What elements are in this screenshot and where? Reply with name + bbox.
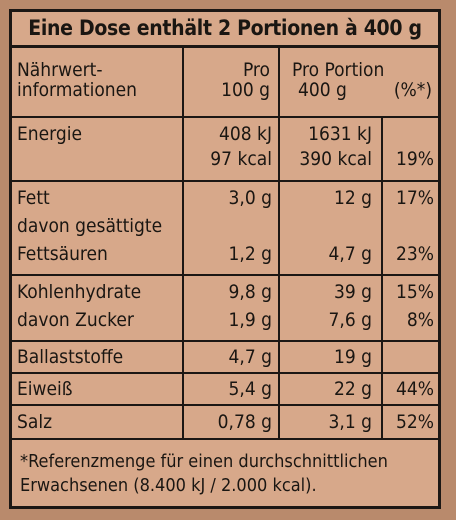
footnote: *Referenzmenge für einen durchschnittlic… xyxy=(20,450,434,498)
ballaststoffe-portion: 19 g xyxy=(333,346,372,368)
energie-100g-kj: 408 kJ xyxy=(219,123,272,145)
header-per-100g-line1: Pro xyxy=(242,59,270,81)
header-portion-size: 400 g xyxy=(298,79,347,101)
kohlenhydrate-portion: 39 g xyxy=(333,281,372,303)
header-per-portion: Pro Portion xyxy=(292,59,385,81)
row-label-zucker: davon Zucker xyxy=(17,309,134,331)
label-title: Eine Dose enthält 2 Portionen à 400 g xyxy=(12,12,438,48)
row-label-salz: Salz xyxy=(17,411,53,433)
footnote-line1: *Referenzmenge für einen durchschnittlic… xyxy=(20,451,388,472)
zucker-percent: 8% xyxy=(406,309,434,331)
eiweiss-100g: 5,4 g xyxy=(228,378,272,400)
fettsaeuren-100g: 1,2 g xyxy=(228,243,272,265)
column-divider xyxy=(182,48,184,440)
salz-percent: 52% xyxy=(396,411,434,433)
column-divider xyxy=(381,118,383,440)
row-label-eiweiss: Eiweiß xyxy=(17,378,73,400)
header-nutrient-line1: Nährwert- xyxy=(17,59,103,81)
eiweiss-percent: 44% xyxy=(396,378,434,400)
row-label-kohlenhydrate: Kohlenhydrate xyxy=(17,281,142,303)
row-label-fett: Fett xyxy=(17,187,50,209)
energie-100g-kcal: 97 kcal xyxy=(210,148,272,170)
energie-portion-kj: 1631 kJ xyxy=(308,123,372,145)
fett-100g: 3,0 g xyxy=(228,187,272,209)
kohlenhydrate-percent: 15% xyxy=(396,281,434,303)
zucker-100g: 1,9 g xyxy=(228,309,272,331)
header-percent: (%*) xyxy=(393,79,432,101)
energie-portion-kcal: 390 kcal xyxy=(299,148,372,170)
row-label-ballaststoffe: Ballaststoffe xyxy=(17,346,124,368)
row-label-fettsaeuren: Fettsäuren xyxy=(17,243,108,265)
row-label-energie: Energie xyxy=(17,123,82,145)
fett-portion: 12 g xyxy=(333,187,372,209)
zucker-portion: 7,6 g xyxy=(328,309,372,331)
ballaststoffe-100g: 4,7 g xyxy=(228,346,272,368)
row-divider xyxy=(12,340,438,342)
header-nutrient-line2: informationen xyxy=(17,79,137,101)
eiweiss-portion: 22 g xyxy=(333,378,372,400)
row-divider xyxy=(12,116,438,118)
header-per-100g-line2: 100 g xyxy=(221,79,270,101)
row-divider xyxy=(12,404,438,406)
header-nutrient: Nährwert- informationen xyxy=(17,60,137,100)
salz-portion: 3,1 g xyxy=(328,411,372,433)
column-divider xyxy=(278,48,280,440)
fett-percent: 17% xyxy=(396,187,434,209)
row-divider xyxy=(12,180,438,182)
nutrition-label: Eine Dose enthält 2 Portionen à 400 g Nä… xyxy=(9,9,441,509)
footnote-line2: Erwachsenen (8.400 kJ / 2.000 kcal). xyxy=(20,475,317,496)
kohlenhydrate-100g: 9,8 g xyxy=(228,281,272,303)
salz-100g: 0,78 g xyxy=(217,411,272,433)
row-label-gesaettigte: davon gesättigte xyxy=(17,215,163,237)
energie-percent: 19% xyxy=(396,148,434,170)
fettsaeuren-portion: 4,7 g xyxy=(328,243,372,265)
fettsaeuren-percent: 23% xyxy=(396,243,434,265)
row-divider xyxy=(12,438,438,440)
row-divider xyxy=(12,372,438,374)
row-divider xyxy=(12,274,438,276)
header-per-100g: Pro 100 g xyxy=(188,60,270,100)
